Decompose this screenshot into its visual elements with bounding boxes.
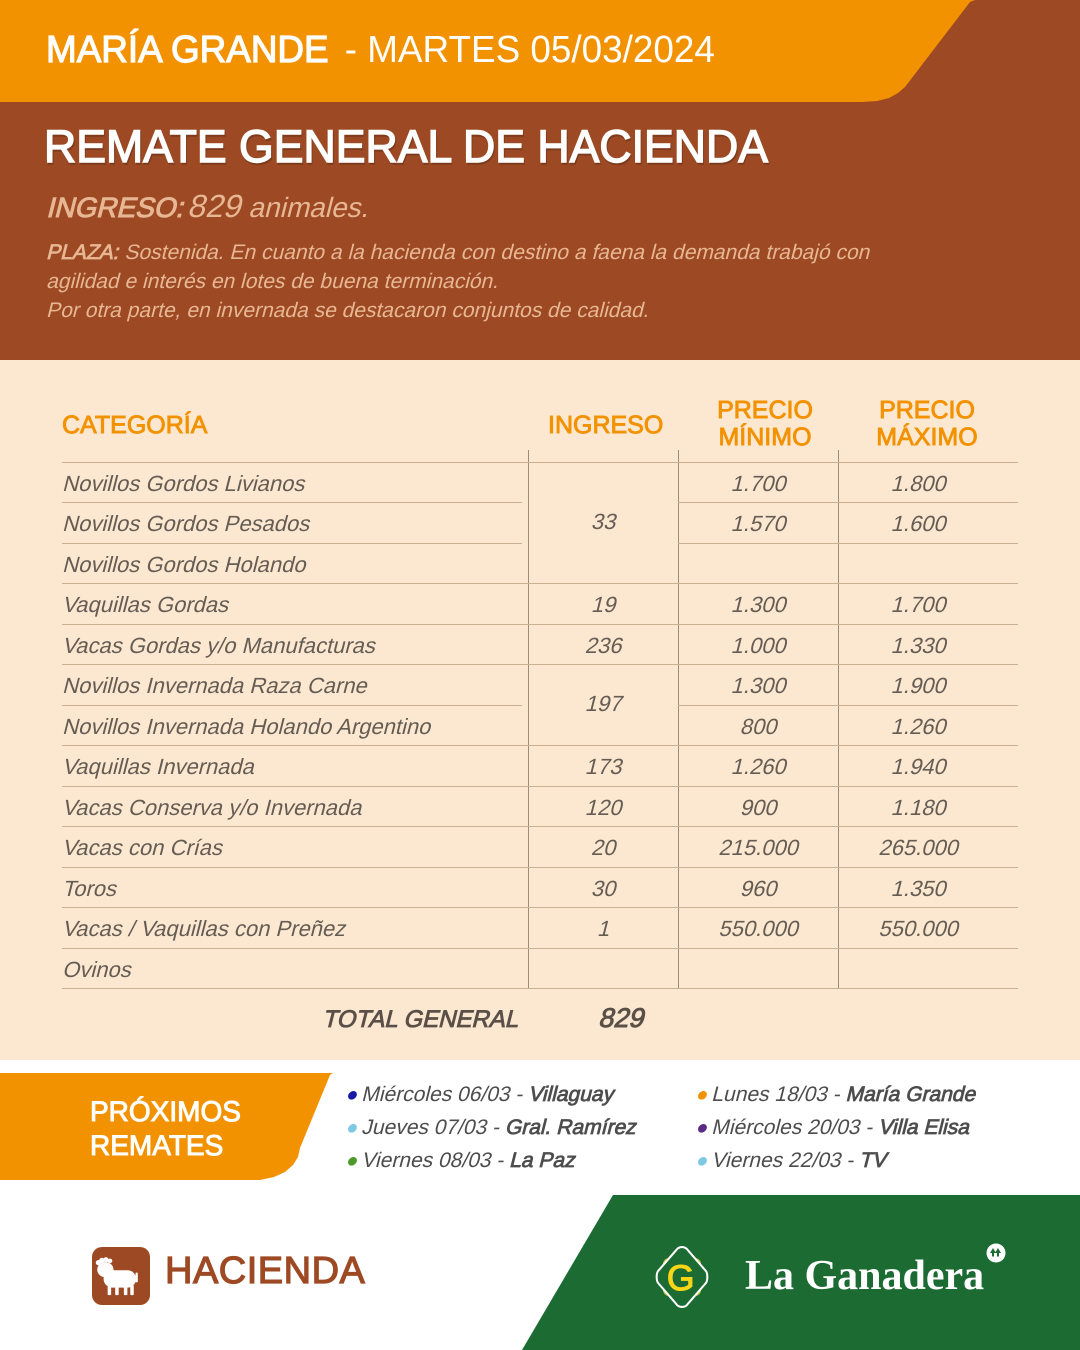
svg-text:G: G bbox=[667, 1259, 695, 1298]
